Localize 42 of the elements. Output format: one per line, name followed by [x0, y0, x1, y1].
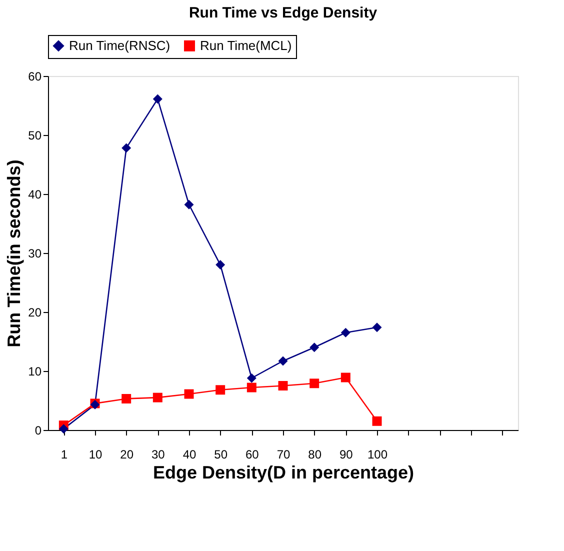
- point: [184, 389, 194, 399]
- chart-title: Run Time vs Edge Density: [188, 4, 378, 22]
- point: [122, 143, 132, 153]
- x-tick-label: 20: [120, 448, 134, 462]
- point: [216, 385, 226, 395]
- point: [372, 416, 382, 426]
- point: [246, 382, 256, 392]
- x-tick-label: 90: [339, 448, 354, 462]
- y-tick-label: 60: [28, 70, 42, 84]
- x-tick-label: 80: [308, 448, 322, 462]
- legend-label: Run Time(RNSC): [69, 38, 170, 53]
- point: [152, 392, 162, 402]
- y-tick-label: 50: [28, 128, 42, 142]
- point: [184, 200, 194, 210]
- point: [278, 381, 288, 390]
- x-tick-label: 10: [88, 448, 102, 462]
- y-tick-label: 30: [28, 246, 42, 260]
- point: [122, 394, 132, 404]
- x-tick-label: 30: [151, 448, 166, 462]
- point: [310, 378, 320, 388]
- point: [216, 260, 226, 270]
- legend-label: Run Time(MCL): [200, 38, 292, 53]
- y-tick-label: 0: [34, 424, 42, 438]
- point: [340, 328, 350, 338]
- point: [246, 373, 256, 383]
- point: [310, 342, 320, 352]
- point: [340, 372, 350, 382]
- x-tick-label: 100: [367, 448, 388, 462]
- x-tick-label: 40: [182, 448, 196, 462]
- x-tick-label: 50: [214, 448, 228, 462]
- point: [372, 322, 382, 332]
- point: [278, 356, 288, 366]
- x-tick-label: 70: [276, 448, 290, 462]
- y-tick-label: 10: [28, 364, 42, 378]
- x-axis-title: Edge Density(D in percentage): [152, 462, 414, 482]
- y-axis-title: Run Time(in seconds): [4, 160, 24, 348]
- point: [58, 424, 68, 434]
- x-tick-label: 60: [245, 448, 260, 462]
- y-tick-label: 40: [28, 188, 42, 202]
- point: [152, 94, 162, 104]
- x-tick-label: 1: [60, 448, 68, 462]
- y-tick-label: 20: [28, 306, 42, 320]
